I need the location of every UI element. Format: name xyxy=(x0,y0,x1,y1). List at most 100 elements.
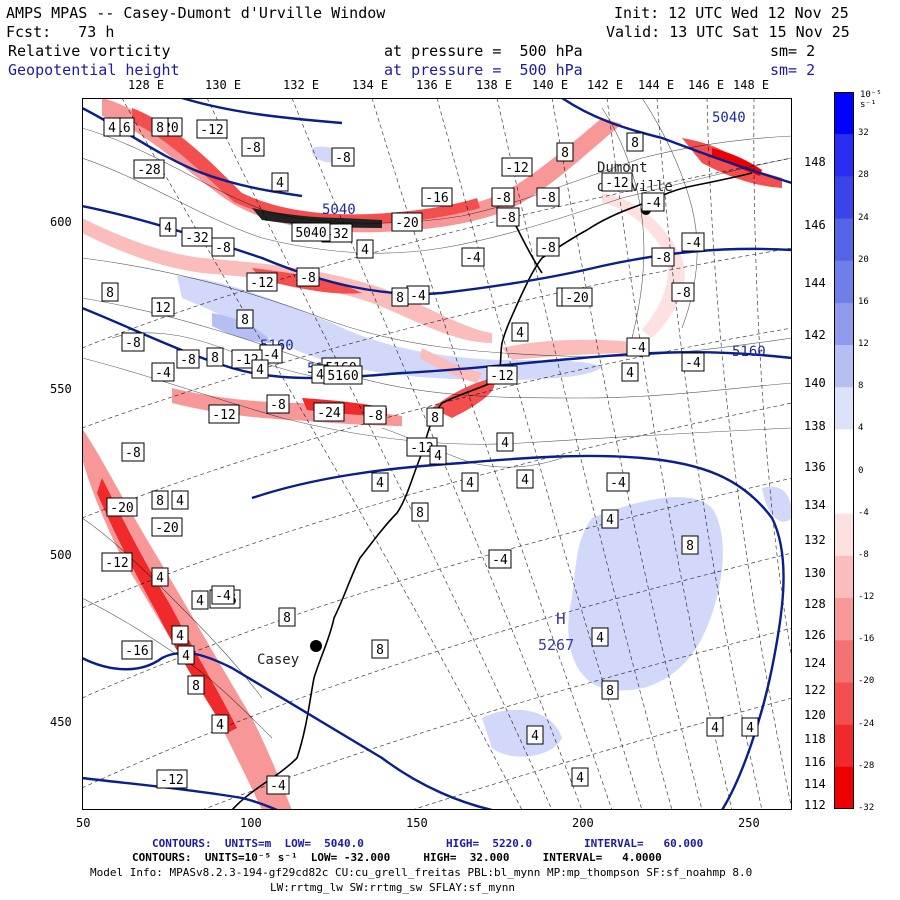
field2-name: Geopotential height xyxy=(8,61,180,79)
vorticity-contour-label: -4 xyxy=(266,775,290,795)
height-label: 5040 xyxy=(322,202,356,218)
lon-label-right: 124 E xyxy=(804,656,841,670)
vorticity-contour-label: 4 xyxy=(159,217,177,237)
svg-text:-8: -8 xyxy=(215,241,231,256)
vorticity-contour-label: -8 xyxy=(211,237,235,257)
vorticity-contour-label: -8 xyxy=(671,282,695,302)
vorticity-contour-label: -8 xyxy=(536,237,560,257)
vorticity-contour-label: -12 xyxy=(101,552,133,572)
colorbar-segment xyxy=(834,92,854,135)
svg-text:8: 8 xyxy=(631,136,639,151)
vorticity-contour-label: -4 xyxy=(406,285,430,305)
vorticity-contour-label: -20 xyxy=(106,497,138,517)
vorticity-contour-label: -4 xyxy=(151,362,175,382)
svg-text:-4: -4 xyxy=(645,196,661,211)
vorticity-contour-label: 4 xyxy=(251,359,269,379)
vorticity-contour-label: -12 xyxy=(501,157,533,177)
svg-text:-4: -4 xyxy=(630,341,646,356)
vorticity-contour-label: 4 xyxy=(571,767,589,787)
vorticity-contour-label: 8 xyxy=(206,347,224,367)
colorbar-segment xyxy=(834,134,854,177)
height-contour-high: HIGH= 5220.0 xyxy=(446,837,533,850)
vorticity-contour-label: 4 xyxy=(741,717,759,737)
svg-text:8: 8 xyxy=(376,643,384,658)
lon-label: 146 E xyxy=(688,78,725,92)
vorticity-contour-label: 5040 xyxy=(291,222,331,242)
svg-text:4: 4 xyxy=(276,176,284,191)
vorticity-contour-label: -28 xyxy=(133,159,165,179)
svg-text:5160: 5160 xyxy=(327,369,358,384)
svg-text:-8: -8 xyxy=(655,251,671,266)
svg-text:4: 4 xyxy=(182,649,190,664)
height-contour-interval: INTERVAL= 60.000 xyxy=(584,837,704,850)
svg-text:8: 8 xyxy=(211,351,219,366)
lon-label: 132 E xyxy=(283,78,320,92)
colorbar-tick-label: 20 xyxy=(858,254,869,265)
vorticity-contour-label: -4 xyxy=(681,352,705,372)
vorticity-label-layer: -16-20-12-84-28-8-32-325040-204-8-12-8-4… xyxy=(101,117,759,795)
vorticity-contour-label: 8 xyxy=(391,287,409,307)
vorticity-contour-label: 4 xyxy=(516,469,534,489)
field2-smoothing: sm= 2 xyxy=(770,61,816,79)
svg-text:-8: -8 xyxy=(495,191,511,206)
lon-label: 144 E xyxy=(638,78,675,92)
vorticity-contour-label: -8 xyxy=(176,349,200,369)
svg-text:-8: -8 xyxy=(500,211,516,226)
vorticity-contour-label: -4 xyxy=(461,247,485,267)
svg-text:4: 4 xyxy=(626,366,634,381)
svg-text:8: 8 xyxy=(606,684,614,699)
vorticity-contour-label: -8 xyxy=(296,267,320,287)
colorbar-tick-label: 4 xyxy=(858,423,864,434)
vorticity-contour-info: CONTOURS: UNITS=10⁻⁵ s⁻¹ LOW= -32.000 HI… xyxy=(132,851,662,864)
vorticity-contour-label: -4 xyxy=(488,549,512,569)
svg-text:4: 4 xyxy=(606,513,614,528)
svg-text:-4: -4 xyxy=(610,476,626,491)
svg-text:-20: -20 xyxy=(395,216,418,231)
vorticity-contour-label: 4 xyxy=(429,445,447,465)
vorticity-contour-label: -8 xyxy=(651,247,675,267)
svg-text:-4: -4 xyxy=(270,779,286,794)
svg-text:4: 4 xyxy=(434,449,442,464)
y-tick-label: 450 xyxy=(50,715,72,729)
vorticity-contour-label: 8 xyxy=(601,680,619,700)
vorticity-contour-label: -4 xyxy=(681,232,705,252)
svg-text:-12: -12 xyxy=(605,176,628,191)
svg-text:4: 4 xyxy=(316,368,324,383)
svg-text:8: 8 xyxy=(156,494,164,509)
svg-text:8: 8 xyxy=(431,411,439,426)
vorticity-contour-label: 4 xyxy=(151,567,169,587)
vorticity-contour-label: -4 xyxy=(641,192,665,212)
colorbar-tick-label: -8 xyxy=(858,549,869,560)
vorticity-contour-label: 4 xyxy=(171,490,189,510)
x-tick-label: 50 xyxy=(76,816,91,830)
map-plot: Dumont d'Urville Casey 5040 5040 5160 51… xyxy=(82,98,792,810)
vorticity-contour-label: 8 xyxy=(371,639,389,659)
colorbar-segment xyxy=(834,429,854,473)
vorticity-contour-label: -8 xyxy=(491,187,515,207)
svg-text:4: 4 xyxy=(376,476,384,491)
svg-text:4: 4 xyxy=(361,243,369,258)
svg-text:8: 8 xyxy=(283,611,291,626)
svg-text:4: 4 xyxy=(521,473,529,488)
colorbar-segment xyxy=(834,555,854,599)
svg-text:4: 4 xyxy=(156,571,164,586)
field1-smoothing: sm= 2 xyxy=(770,42,816,60)
title: AMPS MPAS -- Casey-Dumont d'Urville Wind… xyxy=(6,4,386,22)
svg-text:-12: -12 xyxy=(105,556,128,571)
colorbar-tick-label: 28 xyxy=(858,170,869,181)
svg-text:4: 4 xyxy=(746,721,754,736)
svg-text:8: 8 xyxy=(156,121,164,136)
vorticity-contour-label: 8 xyxy=(411,502,429,522)
svg-text:-8: -8 xyxy=(270,398,286,413)
vorticity-contour-label: -12 xyxy=(601,172,633,192)
svg-text:4: 4 xyxy=(256,363,264,378)
svg-text:-4: -4 xyxy=(263,348,279,363)
lon-label-right: 136 E xyxy=(804,460,841,474)
colorbar-unit: 10⁻⁵ s⁻¹ xyxy=(860,90,882,110)
y-tick-label: 500 xyxy=(50,548,72,562)
colorbar-segment xyxy=(834,724,854,768)
lon-label-right: 112 E xyxy=(804,798,841,812)
vorticity-contour-label: 8 xyxy=(681,535,699,555)
svg-text:8: 8 xyxy=(561,146,569,161)
colorbar-segment xyxy=(834,260,854,304)
